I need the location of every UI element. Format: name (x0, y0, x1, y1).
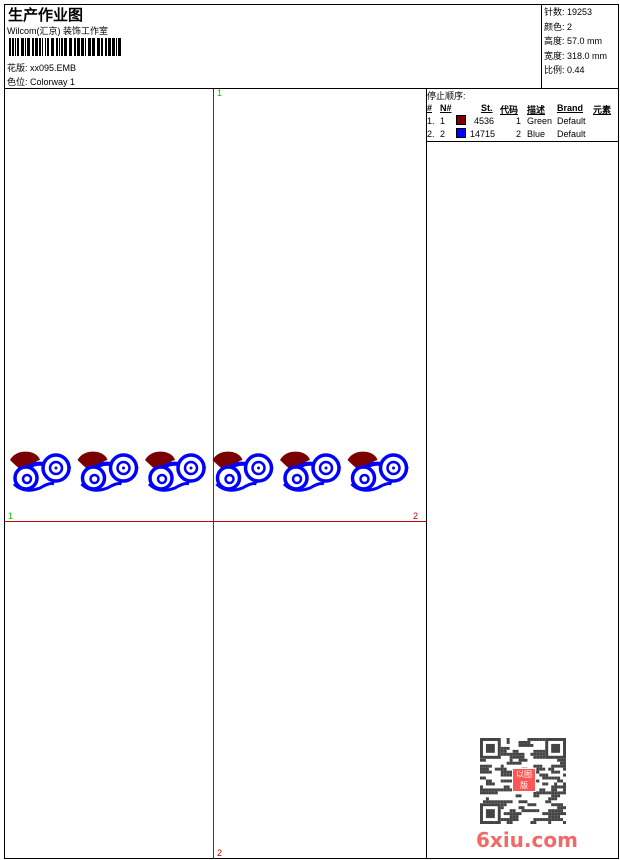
page-split-horizontal (5, 521, 426, 522)
col-number: N# (440, 103, 452, 113)
page-split-vertical (213, 89, 214, 859)
table-divider (426, 141, 619, 142)
design-motif (77, 451, 139, 492)
marker-top: 1 (217, 88, 223, 98)
right-panel (426, 88, 619, 859)
barcode (9, 38, 121, 56)
col-element: 元素 (593, 105, 612, 115)
marker-bottom: 2 (217, 848, 223, 858)
row-number: 2 (440, 129, 446, 139)
design-width: 宽度: 318.0 mm (544, 50, 608, 61)
row-number: 1 (440, 116, 446, 126)
embroidery-design (10, 451, 409, 492)
design-motif (10, 451, 72, 492)
row-brand: Default (557, 116, 586, 126)
colorway-label: 色位: (7, 77, 28, 87)
seal-logo: 以图版 (512, 768, 536, 792)
stop-sequence-title: 停止顺序: (427, 91, 466, 101)
row-code: 1 (516, 116, 522, 126)
design-motif (212, 451, 274, 492)
page-title: 生产作业图 (8, 6, 84, 24)
color-swatch (456, 115, 466, 125)
col-index: # (427, 103, 433, 113)
design-motif (280, 451, 342, 492)
color-swatch (456, 128, 466, 138)
marker-right: 2 (413, 511, 419, 521)
design-scale: 比例: 0.44 (544, 65, 585, 75)
stitch-count: 针数: 19253 (544, 7, 593, 17)
col-code: 代码 (500, 105, 519, 115)
design-motif (347, 451, 409, 492)
design-value: xx095.EMB (30, 63, 77, 73)
col-brand: Brand (557, 103, 584, 113)
design-label: 花版: (7, 63, 28, 73)
row-stitches: 14715 (470, 129, 496, 139)
col-stitches: St. (481, 103, 493, 113)
colorway-value: Colorway 1 (30, 77, 76, 87)
design-info: 针数: 19253 颜色: 2 高度: 57.0 mm 宽度: 318.0 mm… (541, 4, 619, 89)
row-brand: Default (557, 129, 586, 139)
row-description: Blue (527, 129, 546, 139)
row-code: 2 (516, 129, 522, 139)
row-index: 2. (427, 129, 435, 139)
colorway: 色位: Colorway 1 (7, 75, 75, 88)
design-file: 花版: xx095.EMB (7, 61, 76, 74)
company-name: Wilcom(汇京) 装饰工作室 (7, 26, 108, 36)
color-count: 颜色: 2 (544, 21, 573, 32)
col-description: 描述 (527, 105, 546, 115)
design-height: 高度: 57.0 mm (544, 36, 603, 46)
header (4, 4, 619, 89)
row-stitches: 4536 (474, 116, 495, 126)
watermark-text: 6xiu.com (476, 828, 578, 852)
marker-left: 1 (8, 511, 14, 521)
page-frame (4, 4, 619, 859)
design-motif (145, 451, 207, 492)
row-index: 1. (427, 116, 435, 126)
row-description: Green (527, 116, 553, 126)
